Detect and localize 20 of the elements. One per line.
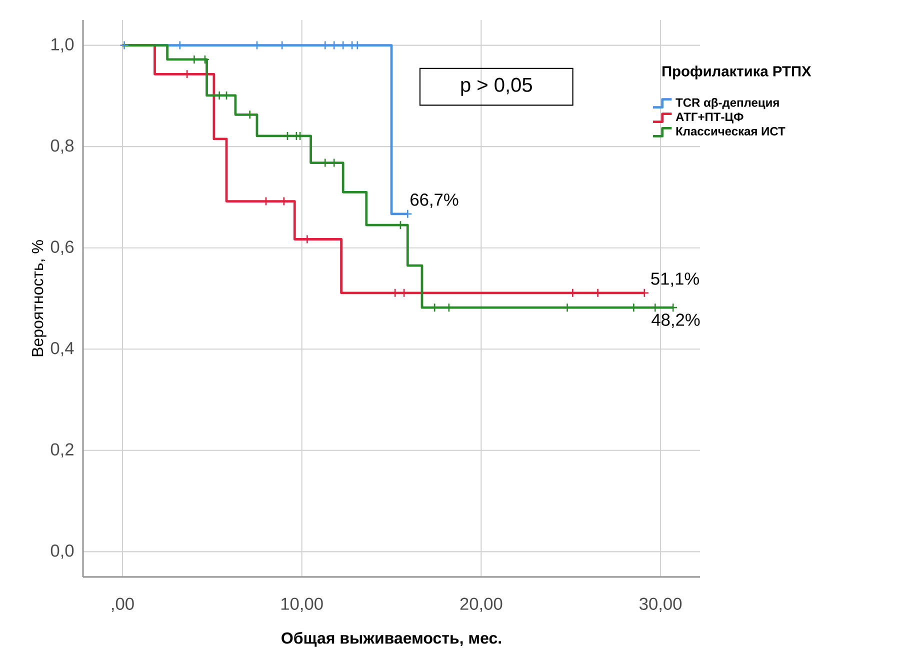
legend-label: АТГ+ПТ-ЦФ (676, 112, 744, 124)
legend-label: TCR αβ-деплеция (676, 98, 779, 110)
x-tick-label: 20,00 (460, 598, 502, 612)
y-tick-label: 0,0 (50, 544, 74, 559)
x-tick-label: 30,00 (640, 598, 682, 612)
y-tick-label: 1,0 (52, 38, 74, 52)
annotation: 48,2% (652, 314, 700, 328)
annotation: 66,7% (410, 194, 458, 208)
legend-label: Классическая ИСТ (676, 127, 786, 136)
x-tick-label: 10,00 (281, 598, 323, 612)
y-tick-label: 0,8 (50, 139, 74, 154)
y-tick-label: 0,4 (50, 342, 74, 356)
y-axis-title: Вероятность, % (32, 240, 46, 356)
y-tick-label: 0,2 (50, 443, 74, 458)
annotation: 51,1% (651, 272, 699, 287)
y-tick-label: 0,6 (50, 240, 74, 256)
legend-title: Профилактика РТПХ (662, 66, 812, 80)
x-axis-title: Общая выживаемость, мес. (282, 632, 501, 647)
annotation: p > 0,05 (461, 78, 532, 96)
x-tick-label: ,00 (112, 598, 134, 612)
